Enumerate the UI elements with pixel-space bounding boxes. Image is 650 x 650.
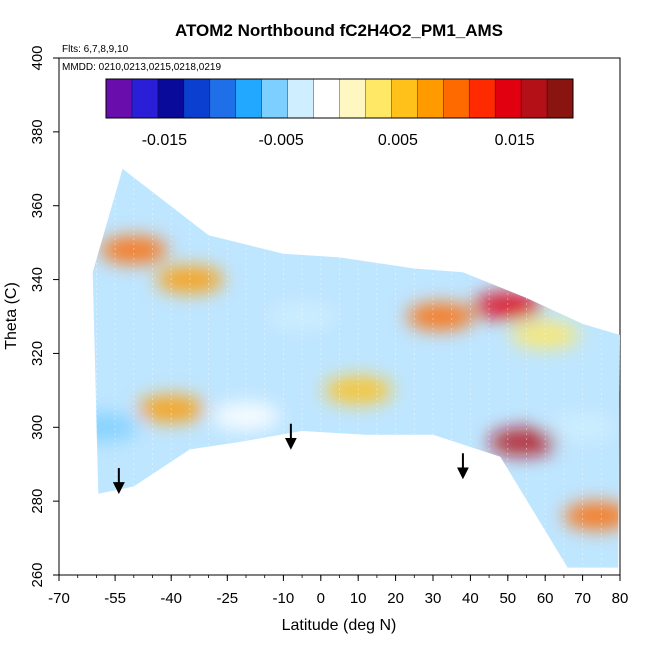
colorbar-segment <box>235 79 263 118</box>
x-tick-label: 10 <box>350 590 367 607</box>
colorbar: -0.015 -0.005 0.005 0.015 <box>105 78 574 149</box>
y-tick-label: 380 <box>29 119 46 144</box>
colorbar-tick-label: -0.005 <box>258 132 303 149</box>
y-tick-label: 340 <box>29 267 46 292</box>
colorbar-segment <box>313 79 340 118</box>
heatmap-cell <box>268 302 337 331</box>
colorbar-tick-label: 0.015 <box>495 132 535 149</box>
colorbar-segment <box>469 79 496 118</box>
heatmap-cell <box>548 413 617 442</box>
x-tick-label: -70 <box>48 590 70 607</box>
heatmap-cell <box>99 236 168 265</box>
colorbar-segment <box>495 79 522 118</box>
colorbar-segment <box>339 79 366 118</box>
y-tick-label: 400 <box>29 45 46 70</box>
colorbar-tick-label: -0.015 <box>142 132 187 149</box>
x-tick-label: -25 <box>216 590 238 607</box>
x-tick-label: 0 <box>317 590 325 607</box>
colorbar-segment <box>261 79 289 118</box>
heatmap-cell <box>137 394 206 423</box>
heatmap-cell <box>511 320 580 349</box>
heatmap-cell <box>563 501 620 530</box>
chart-title: ATOM2 Northbound fC2H4O2_PM1_AMS <box>175 21 503 40</box>
heatmap-cell <box>406 302 475 331</box>
colorbar-segment <box>417 79 444 118</box>
heatmap-cell <box>324 376 393 405</box>
y-tick-label: 260 <box>29 562 46 587</box>
colorbar-segment <box>365 79 392 118</box>
heatmap-cell <box>212 402 280 431</box>
x-tick-label: 70 <box>574 590 591 607</box>
colorbar-segment <box>183 79 211 118</box>
colorbar-segment <box>106 79 133 118</box>
colorbar-segment <box>521 79 548 118</box>
colorbar-frame <box>105 78 574 119</box>
x-tick-label: 30 <box>425 590 442 607</box>
x-tick-label: -40 <box>160 590 182 607</box>
x-tick-label: 80 <box>612 590 629 607</box>
y-tick-label: 360 <box>29 193 46 218</box>
y-tick-label: 320 <box>29 341 46 366</box>
colorbar-tick-label: 0.005 <box>378 132 418 149</box>
y-axis-label: Theta (C) <box>3 282 20 350</box>
x-axis: -70 -55 -40 -25 -10 0 10 20 30 40 50 60 70 80 <box>48 575 628 607</box>
flights-note: Flts: 6,7,8,9,10 <box>62 44 129 55</box>
colorbar-segment <box>157 79 185 118</box>
colorbar-segment <box>547 79 574 118</box>
colorbar-segment <box>443 79 470 118</box>
x-tick-label: 40 <box>462 590 479 607</box>
x-tick-label: 60 <box>537 590 554 607</box>
heatmap-cell <box>488 428 557 457</box>
x-tick-label: -55 <box>104 590 126 607</box>
colorbar-segment <box>131 79 159 118</box>
colorbar-segment <box>209 79 237 118</box>
y-tick-label: 300 <box>29 415 46 440</box>
y-axis: 260 280 300 320 340 360 380 400 <box>29 45 59 588</box>
y-tick-label: 280 <box>29 489 46 514</box>
dates-note: MMDD: 0210,0213,0215,0218,0219 <box>62 62 221 73</box>
heatmap-cell <box>92 413 138 442</box>
heatmap-cell <box>155 265 224 294</box>
heatmap-cell <box>473 291 542 320</box>
x-tick-label: 50 <box>499 590 516 607</box>
x-axis-label: Latitude (deg N) <box>282 617 397 634</box>
x-tick-label: 20 <box>387 590 404 607</box>
colorbar-segment <box>287 79 315 118</box>
x-tick-label: -10 <box>273 590 295 607</box>
colorbar-segment <box>391 79 418 118</box>
